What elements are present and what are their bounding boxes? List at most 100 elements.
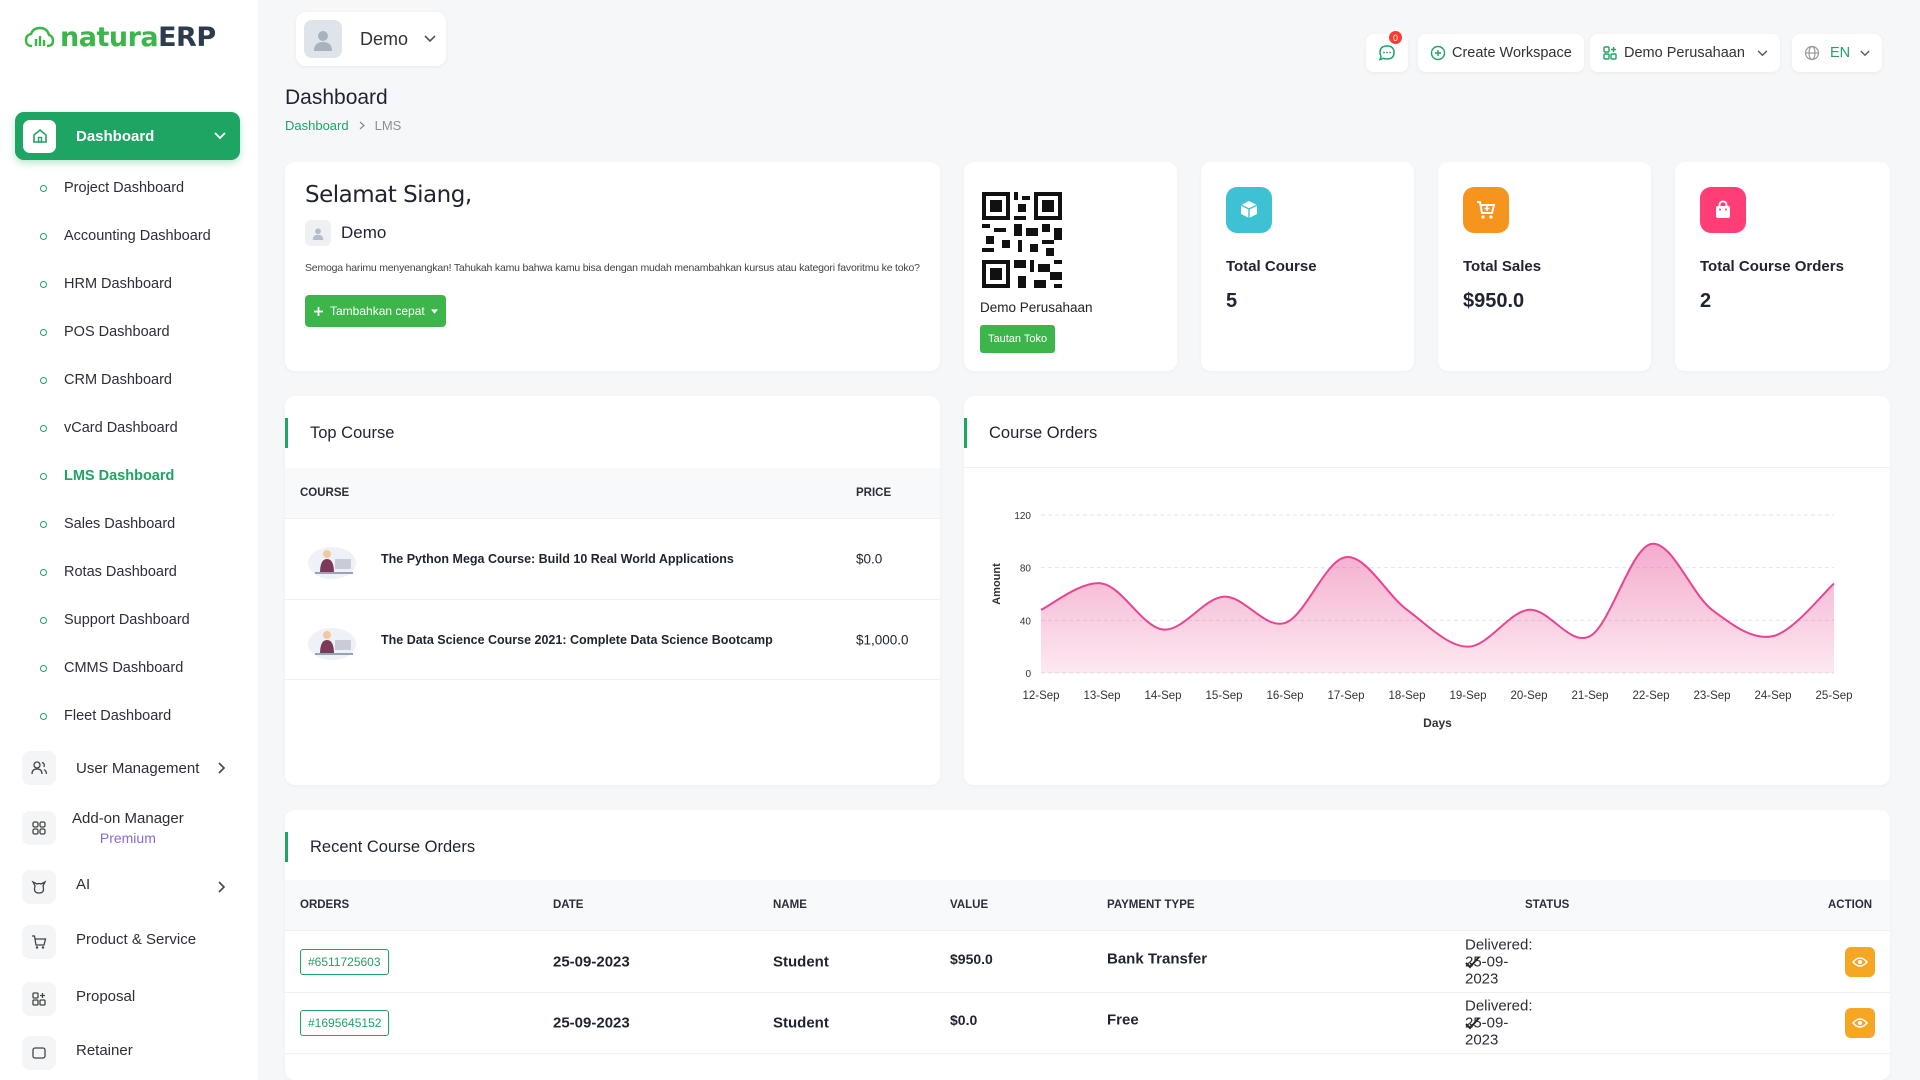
breadcrumb-link[interactable]: Dashboard: [285, 118, 349, 133]
order-id-link[interactable]: #6511725603: [300, 948, 389, 975]
table-row[interactable]: The Data Science Course 2021: Complete D…: [285, 599, 940, 680]
sidebar-subitem-label: Sales Dashboard: [64, 516, 176, 532]
bullet-icon: [40, 712, 47, 720]
sidebar-subitem-project[interactable]: Project Dashboard: [0, 164, 258, 212]
store-qr-card: Demo Perusahaan Tautan Toko: [964, 162, 1177, 371]
sidebar-subitem-vcard[interactable]: vCard Dashboard: [0, 404, 258, 452]
workspace-selector[interactable]: Demo Perusahaan: [1590, 34, 1780, 72]
stat-card-total-sales: Total Sales $950.0: [1438, 162, 1651, 371]
greeting-username: Demo: [341, 223, 387, 242]
stat-value: 2: [1700, 290, 1712, 312]
sidebar-subitem-support[interactable]: Support Dashboard: [0, 596, 258, 644]
sidebar-item-label: AI: [76, 875, 91, 893]
sidebar-subitem-accounting[interactable]: Accounting Dashboard: [0, 212, 258, 260]
bullet-icon: [40, 472, 47, 480]
shopping-bag-icon: [1700, 187, 1746, 233]
x-tick-label: 24-Sep: [1754, 690, 1791, 702]
course-orders-chart: 0 40 80 120 12-Sep 13-Sep 14-Sep 15-Sep 16-Sep 17…: [991, 511, 1853, 730]
order-payment-type: Free: [1107, 1011, 1139, 1029]
sidebar-subitem-lms[interactable]: LMS Dashboard: [0, 452, 258, 500]
store-name: Demo Perusahaan: [980, 300, 1093, 315]
x-tick-label: 14-Sep: [1144, 690, 1181, 702]
x-tick-label: 18-Sep: [1388, 690, 1425, 702]
sidebar-item-addon-manager[interactable]: Add-on Manager Premium: [22, 808, 242, 849]
chevron-down-icon: [214, 132, 226, 140]
cart-icon: [1463, 187, 1509, 233]
chevron-right-icon: [359, 121, 365, 130]
chat-icon: [1378, 45, 1395, 61]
x-tick-label: 22-Sep: [1632, 690, 1669, 702]
course-orders-card: Course Orders 0 40 80 120 12-Sep 13-Sep 14-Sep…: [964, 396, 1890, 785]
notification-badge: 0: [1389, 31, 1402, 44]
quick-add-button[interactable]: Tambahkan cepat: [305, 295, 446, 327]
course-price: $1,000.0: [856, 632, 909, 647]
sidebar-item-ai[interactable]: AI: [22, 870, 242, 904]
sidebar-subitem-pos[interactable]: POS Dashboard: [0, 308, 258, 356]
stat-value: 5: [1226, 290, 1238, 312]
sidebar-subitem-cmms[interactable]: CMMS Dashboard: [0, 644, 258, 692]
y-axis-label: Amount: [991, 563, 1003, 605]
course-thumbnail-icon: [308, 547, 356, 579]
sidebar-subitem-rotas[interactable]: Rotas Dashboard: [0, 548, 258, 596]
view-order-button[interactable]: [1845, 946, 1875, 977]
sidebar-item-dashboard[interactable]: Dashboard: [15, 112, 240, 160]
sidebar-item-proposal[interactable]: Proposal: [22, 982, 242, 1016]
sidebar-subitem-label: vCard Dashboard: [64, 420, 178, 436]
order-id-link[interactable]: #1695645152: [300, 1010, 390, 1036]
welcome-card: Selamat Siang, Demo Semoga harimu menyen…: [285, 162, 940, 371]
store-link-button[interactable]: Tautan Toko: [980, 325, 1056, 353]
messages-button[interactable]: 0: [1366, 31, 1408, 72]
order-value: $0.0: [950, 1012, 978, 1028]
bullet-icon: [40, 232, 47, 240]
sidebar-item-retainer[interactable]: Retainer: [22, 1036, 242, 1070]
sidebar-item-product-service[interactable]: Product & Service: [22, 925, 242, 959]
sidebar-subitem-sales[interactable]: Sales Dashboard: [0, 500, 258, 548]
table-header: COURSE PRICE: [285, 468, 940, 518]
sidebar-subitem-crm[interactable]: CRM Dashboard: [0, 356, 258, 404]
sidebar-subitem-fleet[interactable]: Fleet Dashboard: [0, 692, 258, 740]
plus-circle-icon: [1430, 45, 1446, 61]
y-tick-label: 80: [1020, 564, 1032, 575]
column-header-course: COURSE: [300, 487, 350, 499]
workspace-icon: [1603, 46, 1617, 60]
bullet-icon: [40, 328, 47, 336]
x-axis-label: Days: [1423, 716, 1452, 730]
sidebar-subitem-label: CMMS Dashboard: [64, 660, 184, 676]
sidebar-subitem-hrm[interactable]: HRM Dashboard: [0, 260, 258, 308]
course-name: The Data Science Course 2021: Complete D…: [381, 632, 773, 647]
user-menu[interactable]: Demo: [296, 12, 446, 66]
ai-icon: [22, 870, 56, 904]
sidebar-subitem-label: CRM Dashboard: [64, 372, 172, 388]
sidebar-item-user-management[interactable]: User Management: [22, 751, 242, 785]
x-tick-label: 13-Sep: [1083, 690, 1120, 702]
brand-name: naturaERP: [60, 22, 216, 53]
stat-label: Total Course: [1226, 258, 1317, 275]
course-name: The Python Mega Course: Build 10 Real Wo…: [381, 552, 734, 566]
bullet-icon: [40, 664, 47, 672]
stat-card-total-course: Total Course 5: [1201, 162, 1414, 371]
welcome-message: Semoga harimu menyenangkan! Tahukah kamu…: [305, 262, 920, 274]
bullet-icon: [40, 520, 47, 528]
top-course-card: Top Course COURSE PRICE The Python Mega …: [285, 396, 940, 785]
sidebar-item-label: User Management: [76, 759, 200, 777]
x-tick-label: 15-Sep: [1205, 690, 1242, 702]
brand-logo[interactable]: naturaERP: [24, 22, 216, 53]
column-header-value: VALUE: [950, 899, 989, 911]
table-row: #1695645152 25-09-2023 Student $0.0 Free…: [285, 992, 1890, 1054]
sidebar-subitem-label: POS Dashboard: [64, 324, 170, 340]
create-workspace-button[interactable]: Create Workspace: [1418, 34, 1584, 72]
stat-value: $950.0: [1463, 290, 1525, 312]
x-tick-label: 21-Sep: [1571, 690, 1608, 702]
stat-label: Total Course Orders: [1700, 258, 1844, 275]
table-row[interactable]: The Python Mega Course: Build 10 Real Wo…: [285, 518, 940, 599]
column-header-status: STATUS: [1525, 899, 1570, 911]
quick-add-label: Tambahkan cepat: [330, 304, 425, 318]
eye-icon: [1852, 956, 1868, 967]
view-order-button[interactable]: [1845, 1008, 1875, 1038]
table-row: #6511725603 25-09-2023 Student $950.0 Ba…: [285, 930, 1890, 992]
order-status: Delivered: 25-09-2023: [1465, 936, 1533, 987]
language-selector[interactable]: EN: [1792, 34, 1883, 72]
x-tick-label: 20-Sep: [1510, 690, 1547, 702]
caret-down-icon: [430, 308, 438, 314]
order-name: Student: [773, 953, 829, 970]
